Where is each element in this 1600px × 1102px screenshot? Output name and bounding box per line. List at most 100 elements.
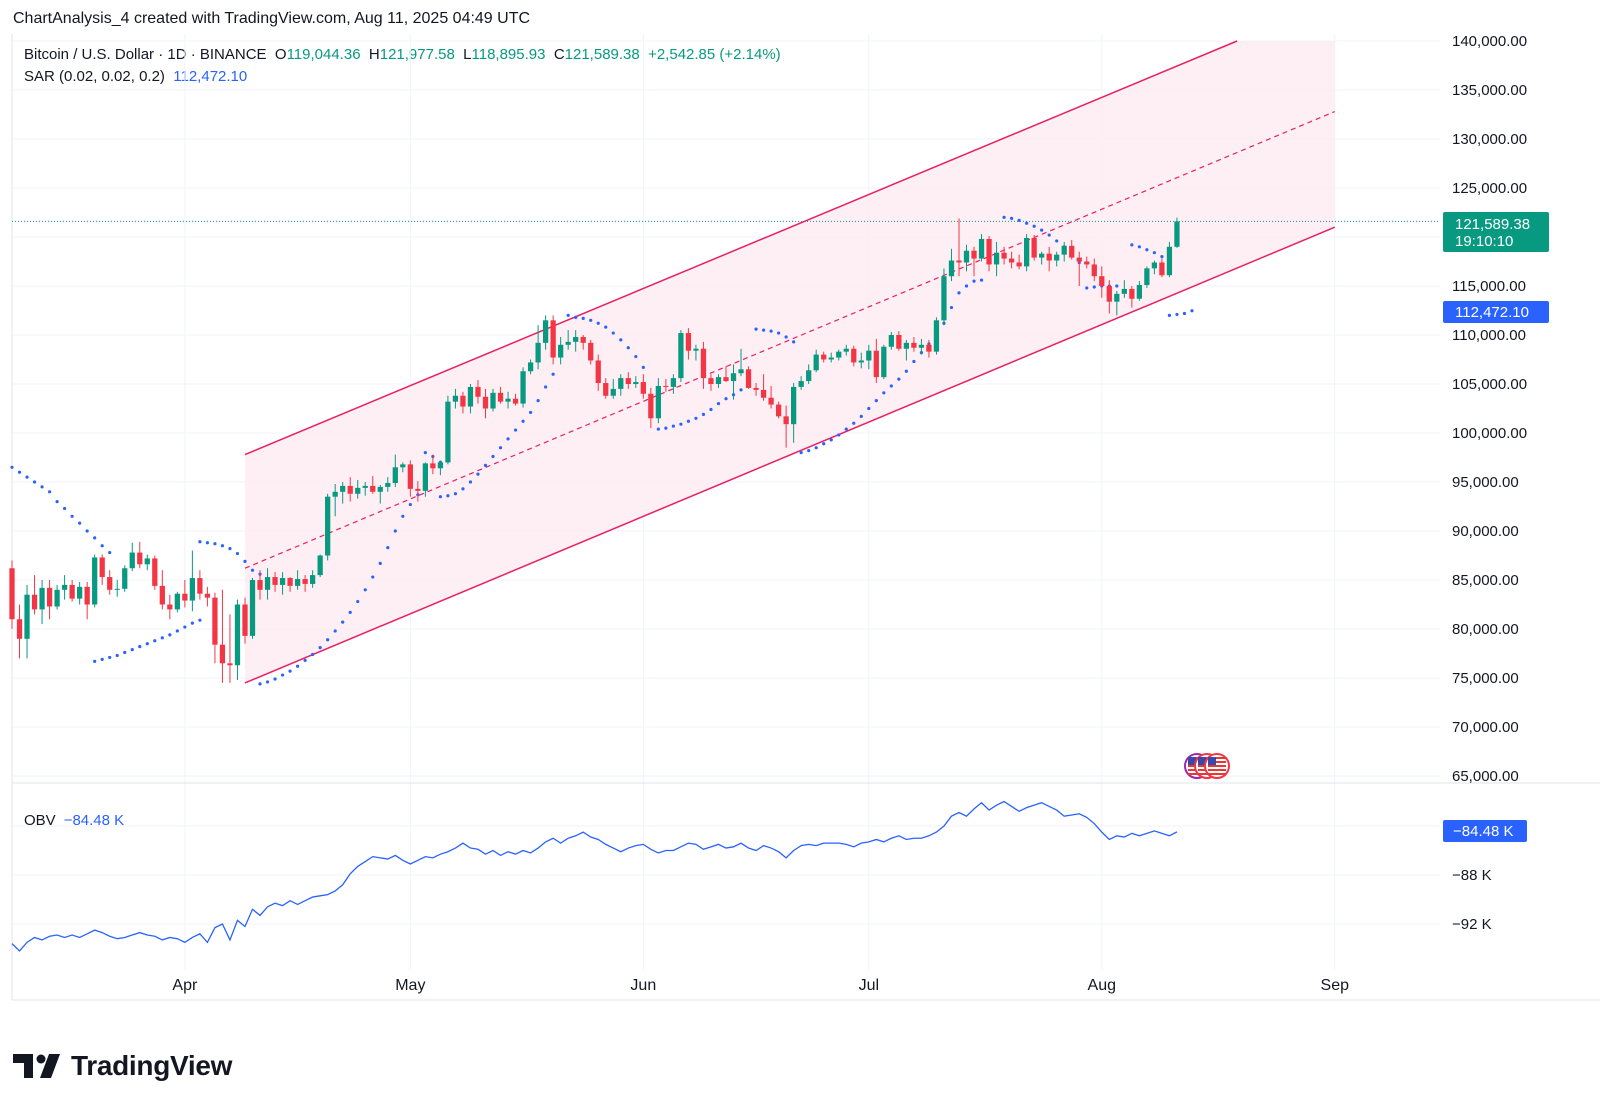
candle (1114, 290, 1120, 316)
candle (452, 388, 459, 409)
price-tick-label: 130,000.00 (1452, 131, 1527, 148)
candlesticks[interactable] (9, 217, 1180, 683)
sar-dot (423, 451, 427, 455)
symbol-name[interactable]: Bitcoin / U.S. Dollar · 1D · BINANCE (24, 46, 267, 63)
symbol-legend[interactable]: Bitcoin / U.S. Dollar · 1D · BINANCE O11… (24, 46, 781, 63)
obv-legend[interactable]: OBV −84.48 K (24, 812, 124, 829)
price-tick-label: 110,000.00 (1452, 327, 1526, 344)
sar-dot (596, 321, 600, 325)
candle-body (745, 369, 752, 388)
sar-dot (160, 636, 164, 640)
candle (573, 330, 579, 352)
economic-events[interactable] (1184, 753, 1230, 779)
candle-body (92, 557, 98, 605)
candle (204, 586, 211, 607)
candle (783, 405, 789, 448)
price-tick-label: 135,000.00 (1452, 82, 1527, 99)
candle (1166, 241, 1173, 278)
candle-body (272, 577, 278, 585)
candle (798, 376, 804, 390)
candle (768, 385, 774, 409)
sar-dot (1002, 215, 1006, 219)
sar-dot (318, 646, 322, 650)
candle (678, 330, 684, 383)
candle-body (648, 393, 654, 419)
candle (640, 374, 646, 399)
sar-dot (754, 327, 758, 331)
candle (1054, 251, 1060, 267)
candle (663, 379, 669, 392)
candle-body (61, 584, 68, 590)
candle (1091, 258, 1097, 282)
sar-dot (198, 618, 202, 622)
sar-dot (138, 645, 142, 649)
obv-axis-label-92: −92 K (1452, 916, 1492, 933)
sar-dot (476, 472, 480, 476)
candle (1084, 256, 1090, 269)
candle (227, 614, 233, 683)
candle (24, 584, 30, 659)
sar-dot (258, 682, 262, 686)
candle-body (242, 604, 248, 636)
candle (1069, 239, 1075, 260)
candle (527, 359, 534, 375)
obv-label[interactable]: OBV (24, 812, 56, 829)
candle-body (475, 386, 481, 397)
sar-badge (1443, 301, 1549, 323)
candle (745, 366, 752, 389)
candle (377, 484, 383, 504)
candle (535, 325, 541, 370)
candle-body (152, 558, 158, 586)
candle-body (1106, 286, 1112, 302)
candle (16, 604, 23, 659)
sar-dot (957, 291, 961, 295)
time-axis[interactable]: Apr May Jun Jul Aug Sep (172, 977, 1349, 994)
candle (693, 344, 699, 361)
sar-legend[interactable]: SAR (0.02, 0.02, 0.2) 112,472.10 (24, 68, 247, 85)
sar-dot (694, 416, 698, 420)
candle-body (355, 487, 361, 494)
candle-body (678, 333, 684, 379)
candle (558, 336, 564, 365)
sar-dot (829, 438, 833, 442)
candle-body (362, 485, 368, 488)
sar-dot (108, 655, 112, 660)
sar-dot (378, 561, 382, 565)
parallel-channel[interactable] (12, 40, 1440, 684)
candle-body (212, 597, 218, 645)
tradingview-logo[interactable]: TradingView (13, 1050, 232, 1082)
candle-body (926, 344, 932, 352)
candle-body (467, 386, 474, 407)
sar-dot (513, 428, 518, 432)
sar-dot (634, 354, 638, 359)
candle-body (730, 373, 737, 382)
candle-body (580, 336, 586, 343)
sar-dot (859, 414, 863, 418)
sar-dot (40, 485, 44, 489)
time-tick-label: Jun (630, 977, 656, 994)
candle (633, 376, 639, 388)
price-chart[interactable]: 140,000.00 135,000.00 130,000.00 125,000.00… (0, 0, 1600, 1040)
sar-dot (1017, 218, 1021, 222)
candle-body (460, 395, 466, 407)
candle (347, 477, 353, 502)
sar-label[interactable]: SAR (0.02, 0.02, 0.2) (24, 68, 165, 85)
candle (1121, 280, 1127, 298)
sar-dot (882, 391, 886, 395)
candle (956, 218, 962, 277)
candle-body (302, 579, 308, 584)
us-flag-event-icon[interactable] (1204, 753, 1230, 779)
candle-body (1061, 245, 1067, 255)
candle-body (911, 342, 917, 348)
candle (791, 383, 797, 443)
axis-badges: 121,589.38 19:10:10 112,472.10 −84.48 K … (1443, 212, 1549, 933)
candle (580, 335, 586, 350)
countdown-text: 19:10:10 (1455, 233, 1513, 250)
price-tick-label: 125,000.00 (1452, 180, 1527, 197)
candle-body (69, 584, 75, 599)
candle-body (625, 378, 631, 384)
price-axis[interactable]: 140,000.00 135,000.00 130,000.00 125,000.00… (1452, 33, 1527, 785)
sar-dot (686, 419, 691, 423)
candle (415, 481, 421, 502)
candle (264, 568, 271, 600)
